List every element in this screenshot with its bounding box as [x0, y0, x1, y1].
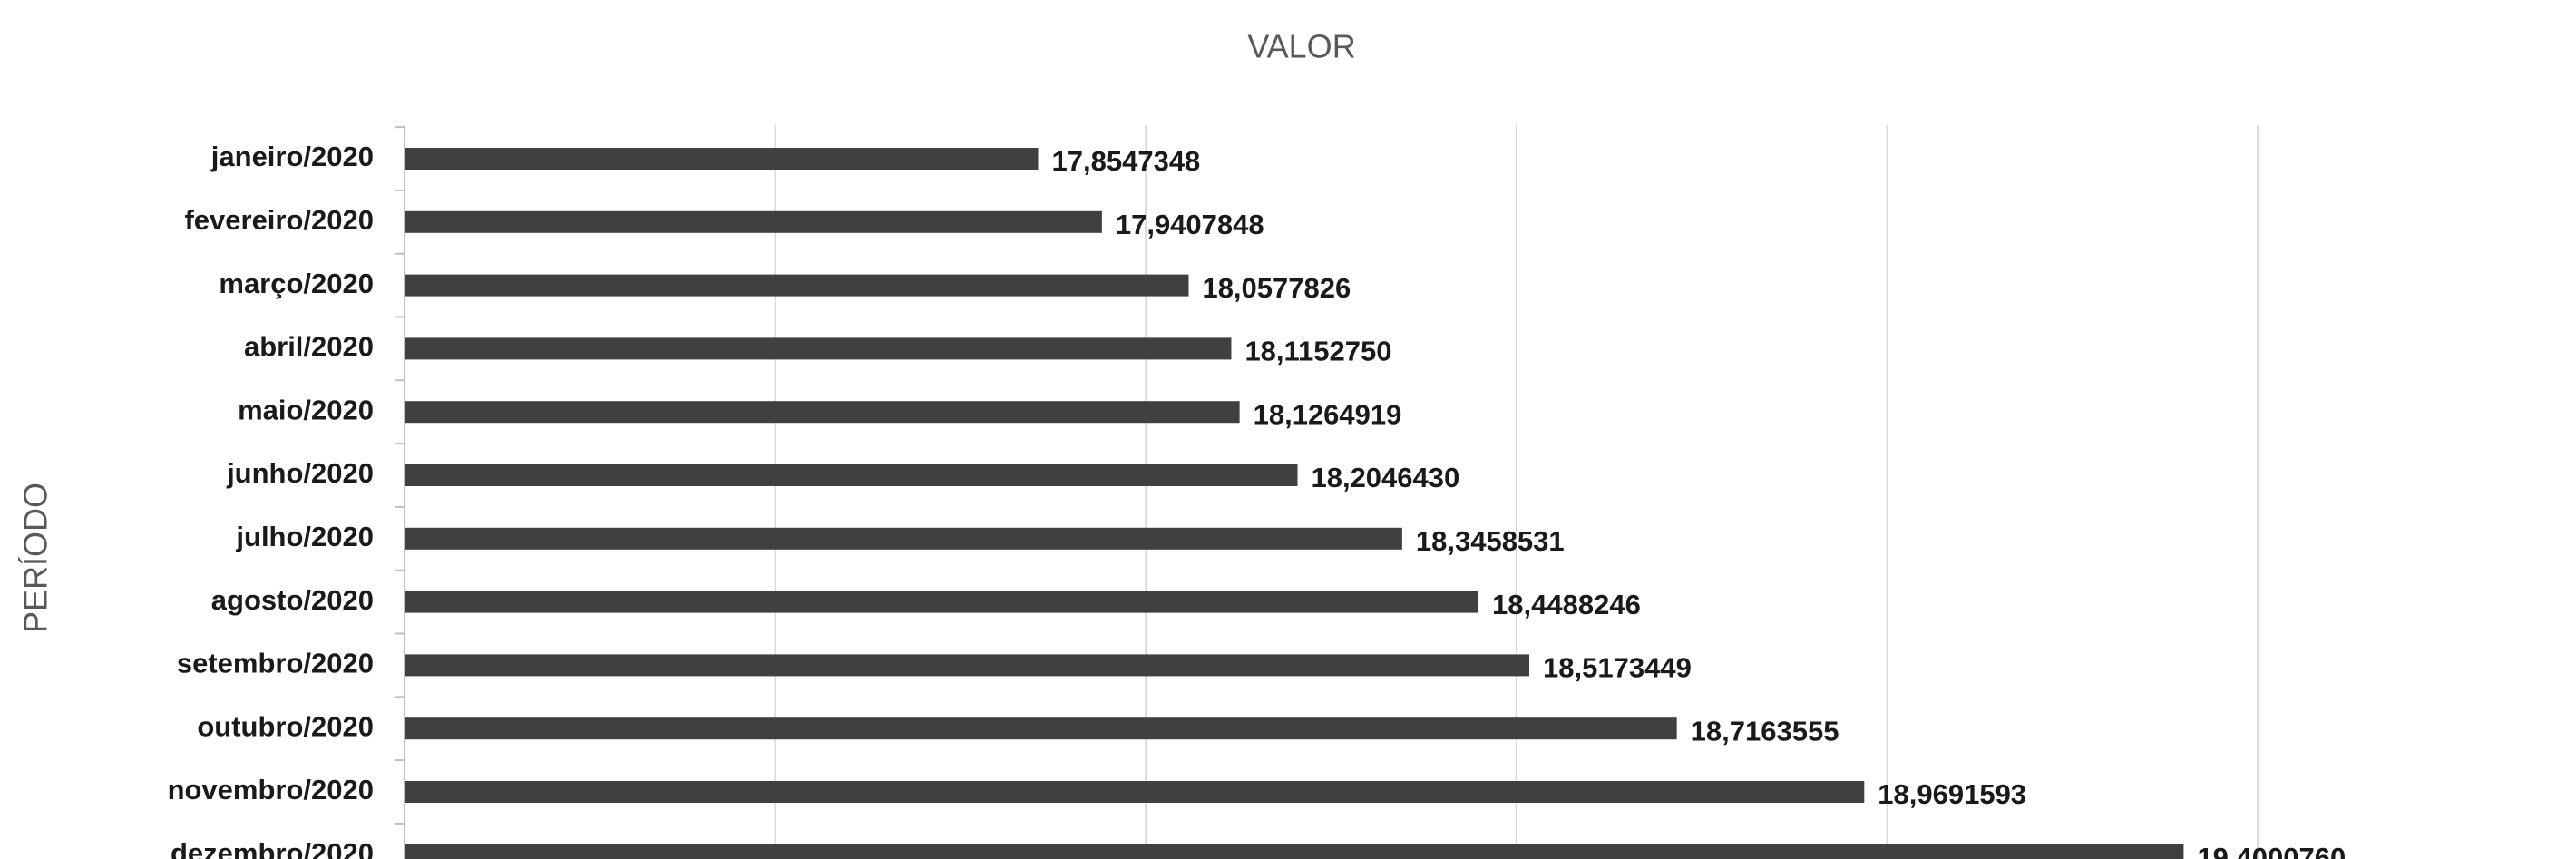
value-label: 18,5173449 — [1543, 652, 1692, 684]
y-tick-label: novembro/2020 — [168, 774, 374, 805]
bar — [405, 717, 1677, 740]
bar — [405, 464, 1298, 486]
y-tick-label: outubro/2020 — [197, 710, 374, 742]
bar — [405, 401, 1240, 424]
chart-title: VALOR — [1247, 28, 1355, 65]
bar — [405, 274, 1189, 297]
bar — [405, 654, 1530, 677]
value-label: 18,1152750 — [1244, 336, 1391, 367]
bar — [405, 591, 1479, 613]
y-tick-label: dezembro/2020 — [171, 837, 374, 859]
value-label: 18,1264919 — [1254, 398, 1402, 430]
value-label: 18,3458531 — [1416, 525, 1565, 557]
y-tick-label: julho/2020 — [235, 521, 374, 552]
y-tick-label: maio/2020 — [238, 394, 374, 425]
value-label: 18,0577826 — [1202, 272, 1351, 304]
value-label: 19,4000760 — [2197, 842, 2346, 859]
value-label: 18,7163555 — [1691, 715, 1839, 747]
y-tick-label: janeiro/2020 — [210, 141, 374, 172]
y-tick-label: junho/2020 — [226, 457, 374, 489]
y-axis-title: PERÍODO — [17, 483, 54, 633]
bar — [405, 337, 1232, 360]
bar — [405, 781, 1865, 803]
bar — [405, 148, 1039, 170]
bar — [405, 210, 1102, 233]
bar — [405, 527, 1402, 550]
value-label: 17,9407848 — [1116, 209, 1264, 240]
y-tick-label: abril/2020 — [244, 331, 374, 363]
y-tick-label: março/2020 — [219, 268, 374, 299]
bar — [405, 844, 2184, 859]
value-label: 18,2046430 — [1311, 462, 1459, 493]
y-tick-label: fevereiro/2020 — [184, 204, 374, 236]
y-tick-label: agosto/2020 — [211, 584, 374, 616]
value-label: 18,9691593 — [1878, 778, 2026, 810]
y-tick-label: setembro/2020 — [177, 648, 374, 679]
value-label: 18,4488246 — [1492, 589, 1641, 620]
value-label: 17,8547348 — [1052, 145, 1201, 177]
